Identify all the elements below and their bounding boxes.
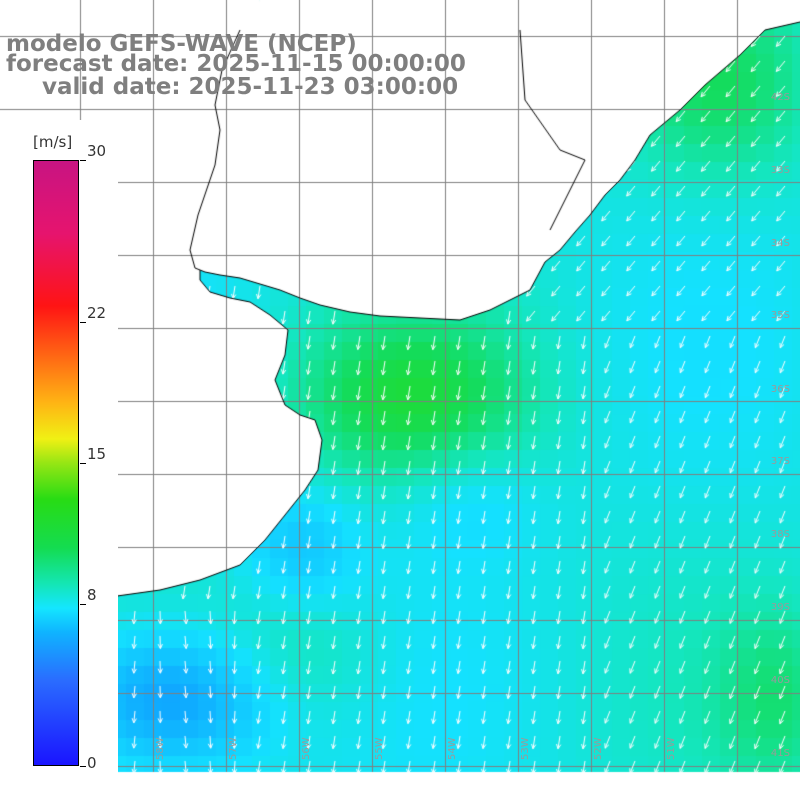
legend-tick-mark: [80, 321, 86, 323]
longitude-label: 52W: [593, 737, 604, 760]
latitude-label: 35S: [771, 310, 790, 321]
longitude-label: 51W: [666, 737, 677, 760]
latitude-label: 34S: [771, 238, 790, 249]
legend-tick-label: 30: [87, 142, 107, 160]
latitude-label: 37S: [771, 456, 790, 467]
longitude-label: 55W: [374, 737, 385, 760]
latitude-label: 41S: [771, 748, 790, 759]
legend-unit: [m/s]: [33, 133, 73, 151]
latitude-label: 39S: [771, 602, 790, 613]
valid-date: valid date: 2025-11-23 03:00:00: [42, 74, 459, 100]
longitude-label: 58W: [155, 737, 166, 760]
legend-tick-label: 0: [87, 754, 97, 772]
longitude-label: 54W: [447, 737, 458, 760]
legend-tick-label: 15: [87, 445, 107, 463]
latitude-label: 42S: [771, 92, 790, 103]
latitude-label: 33S: [771, 165, 790, 176]
legend-tick-mark: [80, 463, 86, 464]
latitude-label: 40S: [771, 675, 790, 686]
longitude-label: 57W: [228, 737, 239, 760]
model-title: modelo GEFS-WAVE (NCEP): [6, 31, 357, 57]
legend-colorbar: [33, 160, 79, 766]
legend-tick-mark: [80, 604, 86, 606]
legend-tick-mark: [80, 160, 86, 161]
latitude-label: 36S: [771, 384, 790, 395]
forecast-date: forecast date: 2025-11-15 00:00:00: [6, 51, 466, 77]
legend-tick-label: 22: [87, 303, 107, 322]
legend-tick-mark: [80, 766, 86, 767]
legend-tick-label: 8: [87, 586, 97, 605]
longitude-label: 56W: [301, 737, 312, 760]
latitude-label: 38S: [771, 529, 790, 540]
longitude-label: 53W: [520, 737, 531, 760]
